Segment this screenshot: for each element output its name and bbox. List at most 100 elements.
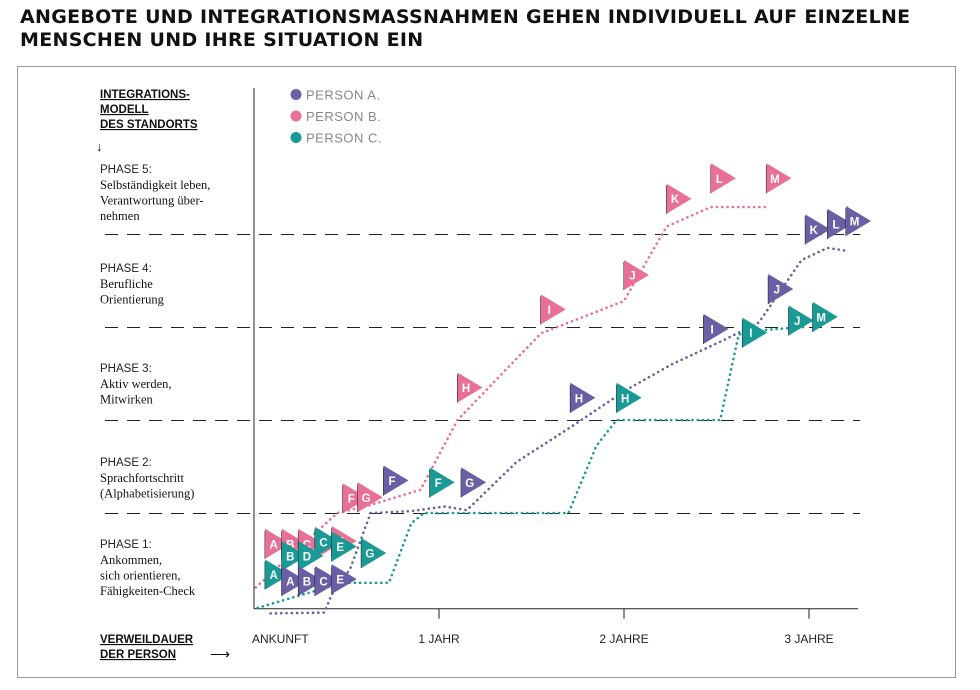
flag-label: G <box>362 493 371 505</box>
legend-marker-icon <box>290 110 302 122</box>
flag-marker: A <box>264 528 291 559</box>
x-tick-label: 3 JAHRE <box>784 632 833 646</box>
flag-label: E <box>336 542 344 554</box>
flag-label: H <box>575 393 583 405</box>
flag-shape <box>342 483 368 514</box>
flag-shape <box>666 183 692 214</box>
flag-shape <box>361 538 387 569</box>
flag-shape <box>429 467 455 498</box>
x-axis-title-line: VERWEILDAUER <box>100 634 194 646</box>
flag-marker: K <box>666 183 692 214</box>
flag-shape <box>265 528 291 559</box>
flag-shape <box>742 317 768 348</box>
series-path <box>256 325 807 610</box>
flag-label: M <box>850 217 860 229</box>
flag-marker: I <box>540 294 566 325</box>
y-axis-title: INTEGRATIONS- MODELL DES STANDORTS ↓ <box>96 89 198 154</box>
flag-shape <box>457 372 483 403</box>
flag-label: D <box>303 551 311 563</box>
flag-shape <box>461 467 487 498</box>
flag-label: F <box>435 478 442 490</box>
flag-marker: F <box>383 465 409 496</box>
phase-name: PHASE 5: <box>100 164 152 176</box>
phase-description: Sprachfortschritt <box>100 471 185 485</box>
chart-frame <box>17 66 956 678</box>
flag-label: G <box>465 478 474 490</box>
phase-description: (Alphabetisierung) <box>100 487 194 501</box>
phase-name: PHASE 3: <box>100 363 152 375</box>
x-axis-title-line: DER PERSON <box>100 649 176 661</box>
legend-label: PERSON C. <box>306 131 382 146</box>
flag-label: A <box>286 576 294 588</box>
flag-marker: E <box>331 531 357 562</box>
flag-label: L <box>716 174 723 186</box>
flag-marker: J <box>767 273 794 304</box>
flag-label: B <box>286 551 294 563</box>
phase-labels: PHASE 1: Ankommen, sich orientieren,Fähigk… <box>100 164 210 598</box>
flag-label: A <box>269 539 277 551</box>
phase-name: PHASE 4: <box>100 263 152 275</box>
legend-label: PERSON B. <box>306 109 381 124</box>
x-tick-label: 2 JAHRE <box>599 632 648 646</box>
right-arrow-icon: ⟶ <box>210 646 230 662</box>
flag-shape <box>265 559 291 590</box>
flag-label: J <box>629 270 635 282</box>
flag-label: A <box>269 570 277 582</box>
legend: PERSON A. PERSON B. PERSON C. <box>290 88 382 146</box>
flag-marker: L <box>710 163 736 194</box>
flag-label: K <box>810 225 819 237</box>
flag-marker: H <box>457 372 483 403</box>
flag-label: I <box>749 328 752 340</box>
flag-shape <box>331 531 357 562</box>
flag-label: C <box>319 576 327 588</box>
flag-shape <box>357 482 383 513</box>
flag-label: B <box>303 576 311 588</box>
flag-shape <box>281 540 307 571</box>
flag-marker: F <box>342 483 368 514</box>
phase-gridlines <box>105 234 860 514</box>
phase-description: Fähigkeiten-Check <box>100 584 196 598</box>
down-arrow-icon: ↓ <box>96 139 103 154</box>
flag-label: C <box>303 539 311 551</box>
flag-marker: H <box>569 382 596 413</box>
flag-shape <box>805 214 831 245</box>
phase-description: nehmen <box>100 209 140 223</box>
flag-shape <box>703 313 729 344</box>
flag-label: F <box>388 476 395 488</box>
flag-shape <box>570 382 596 413</box>
flag-marker: C <box>314 565 341 596</box>
phase-description: sich orientieren, <box>100 569 181 583</box>
flag-shape <box>315 526 341 557</box>
flag-shape <box>540 294 566 325</box>
flag-shape <box>766 163 792 194</box>
flag-shape <box>298 540 324 571</box>
flag-shape <box>281 565 307 596</box>
flag-marker: F <box>429 467 455 498</box>
flag-marker: K <box>804 214 831 245</box>
flag-label: I <box>710 324 713 336</box>
phase-description: Ankommen, <box>100 553 162 567</box>
flag-label: M <box>770 174 780 186</box>
phase-description: Aktiv werden, <box>100 377 172 391</box>
x-axis-ticks: ANKUNFT 1 JAHR 2 JAHRE 3 JAHRE <box>252 608 834 646</box>
title-line-2: MENSCHEN UND IHRE SITUATION EIN <box>20 29 424 51</box>
flag-marker: M <box>845 206 871 237</box>
chart-axes <box>253 88 858 610</box>
flag-shape <box>846 206 871 237</box>
flag-marker: J <box>623 259 649 290</box>
flag-shape <box>710 163 736 194</box>
flag-label: J <box>794 316 800 328</box>
flag-marker: B <box>297 565 324 596</box>
series-path <box>254 205 768 589</box>
flag-marker: M <box>812 301 838 332</box>
phase-name: PHASE 2: <box>100 457 152 469</box>
flag-label: H <box>462 383 470 395</box>
flag-label: G <box>365 549 374 561</box>
flag-label: E <box>336 575 344 587</box>
flag-marker: A <box>264 559 291 590</box>
y-axis-title-line: DES STANDORTS <box>100 119 198 131</box>
flag-marker: A <box>281 565 307 596</box>
phase-description: Selbständigkeit leben, <box>100 178 210 192</box>
phase-description: Mitwirken <box>100 393 154 407</box>
